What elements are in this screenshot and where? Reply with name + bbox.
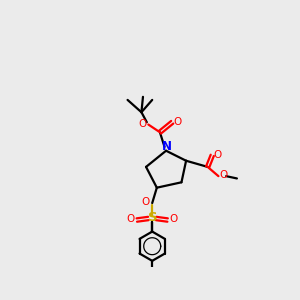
Text: S: S — [148, 211, 158, 224]
Text: O: O — [173, 117, 182, 127]
Text: N: N — [162, 140, 172, 153]
Text: O: O — [127, 214, 135, 224]
Text: O: O — [139, 119, 147, 129]
Text: O: O — [169, 214, 178, 224]
Text: O: O — [220, 170, 228, 180]
Text: O: O — [214, 150, 222, 160]
Text: O: O — [141, 196, 149, 206]
